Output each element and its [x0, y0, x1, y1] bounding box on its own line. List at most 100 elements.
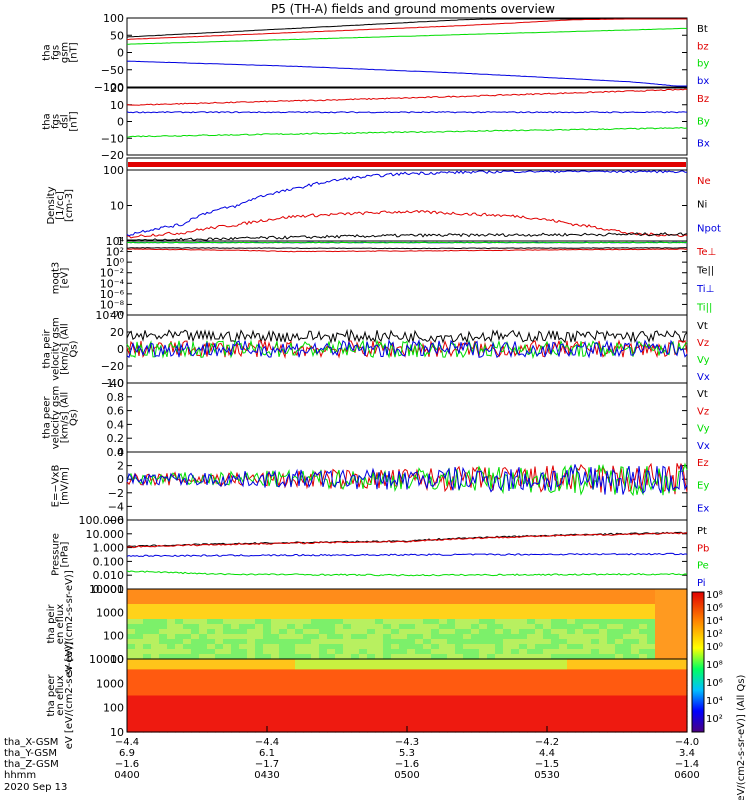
- heatmap-cell: [503, 721, 512, 728]
- ylabel-line: gsm: [60, 42, 71, 63]
- heatmap-cell: [455, 669, 464, 676]
- heatmap-cell: [303, 599, 312, 605]
- heatmap-cell: [439, 619, 448, 625]
- heatmap-cell: [599, 659, 608, 665]
- heatmap-cell: [367, 649, 376, 655]
- heatmap-cell: [503, 589, 512, 595]
- heatmap-cell: [287, 664, 296, 670]
- heatmap-cell: [535, 711, 544, 717]
- heatmap-cell: [383, 644, 392, 650]
- heatmap-cell: [263, 644, 272, 650]
- heatmap-cell: [319, 726, 328, 733]
- heatmap-cell: [263, 639, 272, 645]
- heatmap-cell: [647, 721, 656, 728]
- heatmap-cell: [663, 695, 672, 702]
- heatmap-cell: [367, 705, 376, 712]
- colorbar-tick: 10⁶: [706, 678, 723, 689]
- heatmap-cell: [575, 639, 584, 645]
- heatmap-cell: [607, 634, 616, 640]
- heatmap-cell: [431, 700, 440, 707]
- heatmap-cell: [255, 690, 264, 697]
- ylabel: Density[1/cc][cm-3]: [46, 186, 75, 224]
- heatmap-cell: [399, 700, 408, 707]
- heatmap-cell: [663, 690, 672, 697]
- heatmap-cell: [639, 679, 648, 686]
- heatmap-cell: [447, 674, 456, 681]
- heatmap-cell: [191, 609, 200, 615]
- heatmap-cell: [431, 679, 440, 686]
- heatmap-cell: [191, 726, 200, 733]
- heatmap-cell: [199, 609, 208, 615]
- heatmap-cell: [527, 599, 536, 605]
- legend-Npot: Npot: [697, 223, 721, 234]
- heatmap-cell: [239, 599, 248, 605]
- heatmap-cell: [303, 604, 312, 610]
- heatmap-cell: [631, 629, 640, 635]
- heatmap-cell: [279, 690, 288, 697]
- heatmap-cell: [455, 634, 464, 640]
- heatmap-cell: [287, 685, 296, 691]
- heatmap-cell: [135, 674, 144, 681]
- heatmap-cell: [623, 619, 632, 625]
- heatmap-cell: [503, 629, 512, 635]
- heatmap-cell: [479, 599, 488, 605]
- heatmap-cell: [311, 609, 320, 615]
- heatmap-cell: [543, 685, 552, 691]
- heatmap-cell: [271, 604, 280, 610]
- heatmap-cell: [375, 644, 384, 650]
- heatmap-cell: [231, 700, 240, 707]
- heatmap-cell: [615, 721, 624, 728]
- heatmap-cell: [583, 705, 592, 712]
- heatmap-cell: [487, 711, 496, 717]
- heatmap-cell: [151, 634, 160, 640]
- heatmap-cell: [487, 594, 496, 600]
- heatmap-cell: [655, 711, 664, 717]
- heatmap-cell: [135, 700, 144, 707]
- heatmap-cell: [423, 644, 432, 650]
- heatmap-cell: [359, 690, 368, 697]
- heatmap-cell: [255, 654, 264, 660]
- heatmap-cell: [607, 726, 616, 733]
- ytick-label: 10⁴: [106, 235, 125, 248]
- heatmap-cell: [559, 674, 568, 681]
- heatmap-cell: [447, 644, 456, 650]
- heatmap-cell: [647, 711, 656, 717]
- heatmap-cell: [559, 614, 568, 620]
- heatmap-cell: [271, 599, 280, 605]
- heatmap-cell: [311, 594, 320, 600]
- heatmap-cell: [271, 629, 280, 635]
- heatmap-cell: [303, 664, 312, 670]
- ytick-label: 20: [110, 82, 124, 95]
- heatmap-cell: [663, 624, 672, 630]
- heatmap-cell: [663, 594, 672, 600]
- heatmap-cell: [447, 604, 456, 610]
- heatmap-cell: [519, 726, 528, 733]
- heatmap-cell: [391, 609, 400, 615]
- heatmap-cell: [191, 664, 200, 670]
- heatmap-cell: [223, 690, 232, 697]
- heatmap-cell: [551, 721, 560, 728]
- heatmap-cell: [599, 639, 608, 645]
- heatmap-cell: [351, 716, 360, 723]
- heatmap-cell: [279, 721, 288, 728]
- heatmap-cell: [183, 629, 192, 635]
- heatmap-cell: [679, 619, 688, 625]
- heatmap-cell: [167, 614, 176, 620]
- heatmap-cell: [543, 599, 552, 605]
- heatmap-cell: [591, 589, 600, 595]
- heatmap-cell: [375, 716, 384, 723]
- heatmap-cell: [655, 639, 664, 645]
- heatmap-cell: [679, 599, 688, 605]
- heatmap-cell: [343, 664, 352, 670]
- heatmap-cell: [503, 639, 512, 645]
- legend-bx: bx: [697, 76, 709, 87]
- heatmap-cell: [215, 629, 224, 635]
- ylabel-line: velocity gsm: [51, 386, 62, 450]
- heatmap-cell: [615, 674, 624, 681]
- heatmap-cell: [423, 599, 432, 605]
- heatmap-cell: [511, 721, 520, 728]
- legend-Ti||: Ti||: [696, 303, 712, 314]
- heatmap-cell: [607, 619, 616, 625]
